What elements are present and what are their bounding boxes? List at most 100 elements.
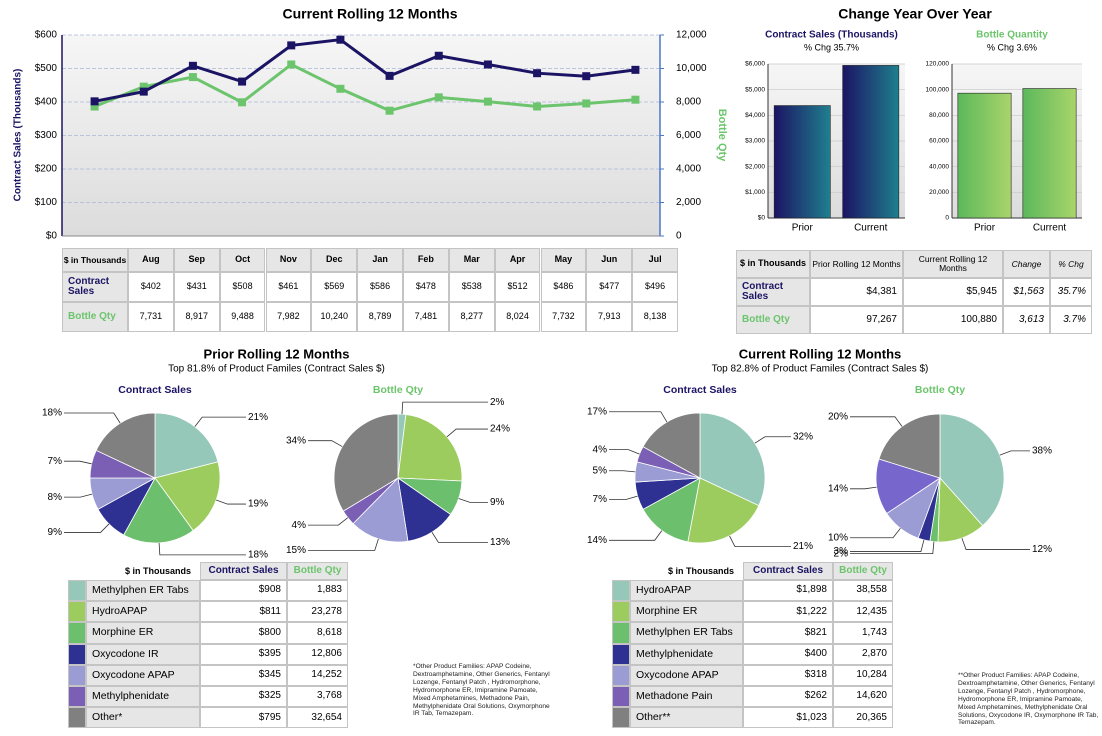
column-header: Mar (448, 248, 495, 272)
leader-line (64, 493, 93, 498)
y2-tick-label: 2,000 (676, 197, 701, 208)
y-tick-label: $2,000 (745, 163, 765, 170)
row-header: Morphine ER (630, 601, 743, 623)
data-label: 18% (42, 408, 62, 419)
data-label: 38% (1032, 446, 1052, 457)
table-cell: 10,240 (311, 302, 358, 332)
bar (1022, 88, 1077, 219)
y2-tick-label: 8,000 (676, 97, 701, 108)
data-label: 24% (490, 424, 510, 435)
legend-swatch (612, 601, 630, 623)
footnote: *Other Product Families: APAP Codeine, D… (413, 663, 550, 718)
data-label: 12% (1032, 544, 1052, 555)
section-title: Change Year Over Year (838, 6, 992, 22)
plot-area (62, 35, 660, 236)
table-cell: $586 (357, 272, 403, 302)
table-cell: 8,789 (357, 302, 403, 332)
point-marker (188, 73, 197, 82)
table-cell: $478 (403, 272, 449, 302)
row-header: Other* (86, 707, 200, 729)
leader-line (458, 498, 488, 503)
y-tick-label: $100 (35, 197, 58, 208)
leader-line (64, 523, 110, 533)
legend-swatch (68, 664, 86, 686)
leader-line (754, 436, 791, 444)
data-label: 2% (490, 397, 505, 408)
y2-tick-label: 6,000 (676, 130, 701, 141)
table-cell: 38,558 (833, 580, 893, 602)
table-cell: $402 (128, 272, 174, 302)
column-header: May (540, 248, 587, 272)
row-header: Methylphen ER Tabs (86, 580, 200, 602)
section-title: Current Rolling 12 Months (739, 346, 902, 361)
table-cell: 97,267 (810, 306, 903, 334)
table-cell: $800 (200, 622, 287, 644)
leader-line (850, 486, 877, 490)
data-label: 15% (286, 545, 306, 556)
y-tick-label: 0 (945, 215, 949, 222)
table-cell: $325 (200, 686, 287, 708)
pie-slice (939, 413, 1005, 527)
legend-swatch (68, 643, 86, 665)
y-tick-label: 80,000 (929, 112, 949, 119)
data-label: 17% (587, 406, 607, 417)
leader-line (609, 470, 636, 473)
table-cell: $1,898 (743, 580, 833, 602)
chart-subtitle: % Chg 35.7% (804, 42, 859, 52)
data-label: 21% (248, 412, 268, 423)
table-cell: $821 (743, 622, 833, 644)
y-tick-label: $6,000 (745, 61, 765, 68)
chart-title: Bottle Qty (915, 384, 965, 396)
leader-line (850, 528, 901, 539)
y-tick-label: $0 (758, 215, 766, 222)
table-cell: $4,381 (810, 278, 903, 306)
point-marker (631, 65, 640, 74)
pie-slice (352, 477, 409, 543)
data-label: 10% (828, 532, 848, 543)
y2-tick-label: 0 (676, 231, 682, 242)
table-cell: 9,488 (219, 302, 266, 332)
leader-line (850, 416, 903, 427)
point-marker (287, 41, 296, 50)
table-cell: $262 (743, 686, 833, 708)
table-cell: 20,365 (833, 707, 893, 729)
column-header: % Chg (1050, 250, 1092, 278)
leader-line (609, 495, 638, 500)
x-tick-label: Prior (792, 223, 814, 234)
table-header: $ in Thousands (62, 248, 128, 272)
point-marker (631, 95, 640, 104)
pie-slice (642, 412, 701, 479)
y-tick-label: 40,000 (929, 163, 949, 170)
leader-line (308, 538, 379, 551)
series-line (94, 62, 636, 113)
column-header: Jul (632, 248, 678, 272)
table-cell: 8,618 (287, 622, 348, 644)
table-cell: $1,222 (743, 601, 833, 623)
table-cell: $496 (632, 272, 678, 302)
table-cell: 7,913 (586, 302, 633, 332)
section-subtitle: Top 81.8% of Product Familes (Contract S… (168, 364, 385, 375)
row-header: Methadone Pain (630, 686, 743, 708)
column-header: Nov (265, 248, 312, 272)
point-marker (139, 82, 148, 91)
column-header: Current Rolling 12 Months (903, 250, 1003, 278)
data-label: 5% (593, 465, 608, 476)
data-label: 8% (48, 492, 63, 503)
leader-line (308, 517, 349, 526)
chart-title: Contract Sales (663, 384, 737, 396)
point-marker (188, 61, 197, 70)
row-header: Methylphen ER Tabs (630, 622, 743, 644)
row-header: HydroAPAP (86, 601, 200, 623)
table-cell: $5,945 (903, 278, 1003, 306)
pie-slice (333, 413, 399, 512)
legend-swatch (68, 622, 86, 644)
point-marker (238, 77, 247, 86)
data-label: 3% (834, 546, 849, 557)
chart-title: Bottle Quantity (976, 30, 1048, 41)
point-marker (238, 98, 247, 107)
table-cell: 7,731 (128, 302, 174, 332)
data-label: 13% (490, 537, 510, 548)
pie-slice (687, 477, 760, 544)
chart-title: Contract Sales (Thousands) (765, 30, 898, 41)
